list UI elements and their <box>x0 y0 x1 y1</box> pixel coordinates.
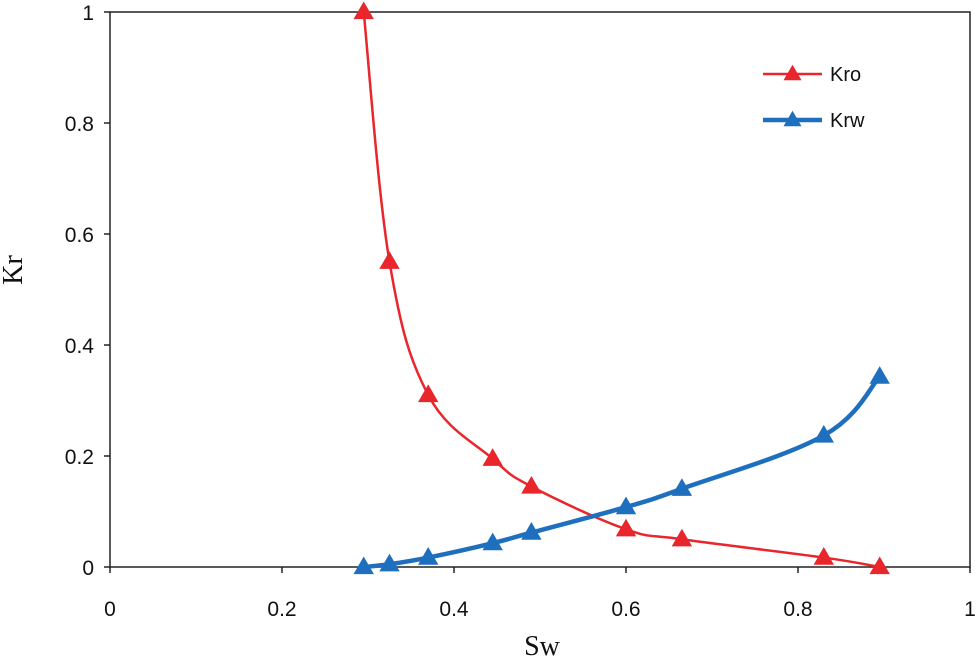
data-point-kro <box>671 528 693 547</box>
x-axis-title: Sw <box>524 631 561 662</box>
series-line-krw <box>363 375 882 570</box>
x-tick-label: 0 <box>104 598 116 621</box>
y-tick-label: 1 <box>82 2 94 25</box>
data-point-krw <box>813 424 834 443</box>
legend-marker-krw <box>783 110 802 127</box>
axes: 0 0.2 0.4 0.6 0.8 1 0 0.2 0.4 0.6 0.8 1 <box>65 2 976 621</box>
legend-label-kro: Kro <box>830 64 861 86</box>
x-tick-label: 0.2 <box>267 598 296 621</box>
series-line-kro <box>362 11 880 569</box>
y-tick-label: 0.8 <box>65 113 94 136</box>
data-point-krw <box>353 556 374 575</box>
data-point-krw <box>671 478 693 496</box>
x-tick-label: 0.4 <box>439 598 469 621</box>
series-layer <box>353 1 890 575</box>
y-tick-label: 0.4 <box>65 335 95 358</box>
data-point-kro <box>615 518 637 537</box>
data-point-krw <box>379 553 400 572</box>
data-point-krw <box>482 532 503 551</box>
data-point-kro <box>521 475 542 494</box>
legend-label-krw: Krw <box>830 110 865 132</box>
data-point-krw <box>615 496 637 515</box>
legend: Kro Krw <box>763 64 865 132</box>
x-tick-label: 1 <box>964 598 976 621</box>
y-tick-label: 0.2 <box>65 446 94 469</box>
data-point-krw <box>418 547 439 565</box>
data-point-krw <box>521 522 542 540</box>
data-point-kro <box>813 547 834 565</box>
data-point-kro <box>353 1 374 20</box>
y-tick-label: 0 <box>82 557 94 580</box>
data-point-krw <box>869 366 890 384</box>
y-tick-label: 0.6 <box>65 224 94 247</box>
plot-frame <box>109 11 971 568</box>
y-axis-title: Kr <box>0 255 29 285</box>
series-kro <box>353 1 890 575</box>
data-point-kro <box>418 384 439 403</box>
x-tick-label: 0.8 <box>783 598 812 621</box>
legend-marker-kro <box>783 64 802 81</box>
data-point-kro <box>482 448 503 466</box>
data-point-kro <box>379 251 400 269</box>
x-tick-label: 0.6 <box>611 598 640 621</box>
data-point-kro <box>869 556 890 575</box>
series-krw <box>353 366 890 575</box>
